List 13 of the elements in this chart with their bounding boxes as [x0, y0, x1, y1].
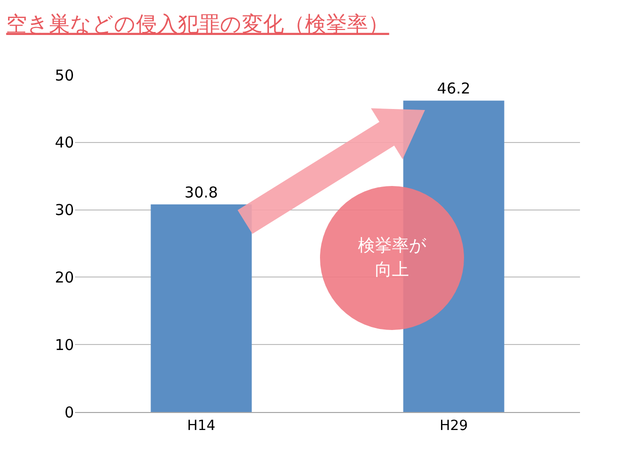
data-label: 30.8 [184, 183, 218, 202]
annotation: 向上 [375, 260, 409, 280]
x-tick-label: H29 [440, 418, 468, 434]
y-tick-label: 0 [64, 403, 74, 422]
y-tick-label: 50 [54, 66, 74, 84]
y-tick-label: 40 [54, 134, 74, 152]
chart-title: 空き巣などの侵入犯罪の変化（検挙率） [6, 12, 390, 36]
annotation: 検挙率が [358, 236, 427, 256]
data-label: 46.2 [437, 80, 470, 98]
y-tick-label: 30 [54, 201, 74, 220]
x-tick-label: H14 [187, 418, 216, 434]
y-tick-label: 20 [54, 268, 74, 286]
y-tick-label: 10 [54, 336, 74, 354]
